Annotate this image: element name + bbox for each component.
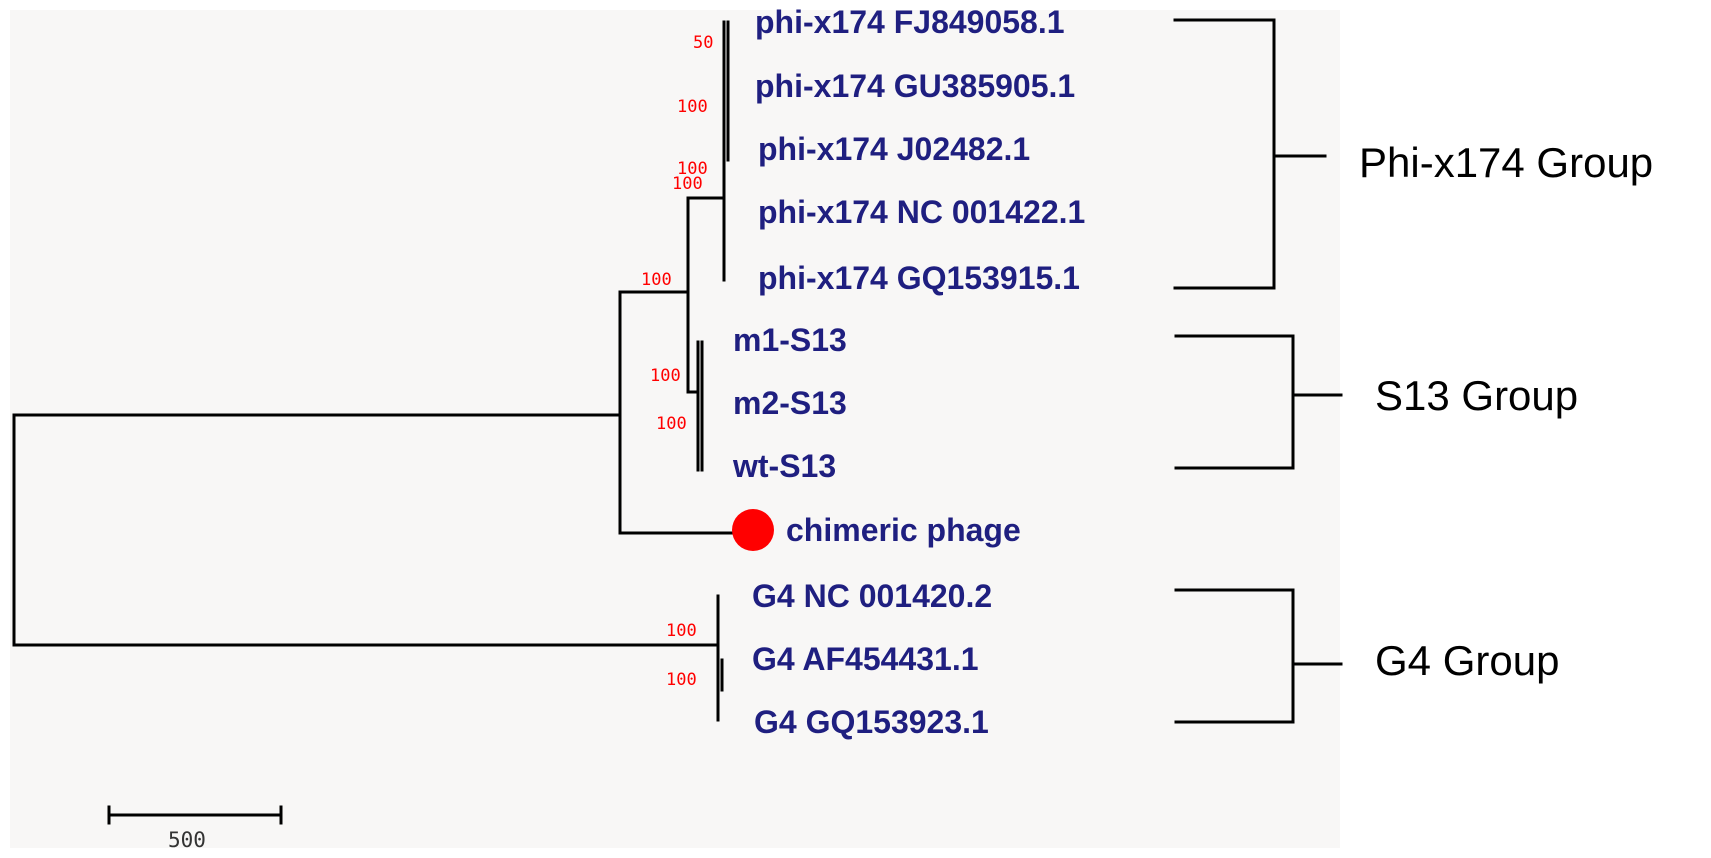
chimeric-phage-marker bbox=[732, 509, 774, 551]
group-bracket-phi-x174 bbox=[1173, 18, 1327, 290]
bootstrap-values: 50 100 100 100 100 100 100 100 100 bbox=[641, 33, 713, 690]
bootstrap-value: 100 bbox=[666, 670, 697, 690]
group-label: Phi-x174 Group bbox=[1359, 139, 1653, 186]
bootstrap-value: 100 bbox=[656, 414, 687, 434]
taxon-label: chimeric phage bbox=[786, 512, 1021, 548]
taxon-label: G4 NC 001420.2 bbox=[752, 578, 992, 614]
bootstrap-value: 100 bbox=[666, 621, 697, 641]
group-brackets bbox=[1173, 18, 1343, 724]
tree-branches bbox=[12, 20, 737, 722]
taxon-label: phi-x174 FJ849058.1 bbox=[755, 4, 1065, 40]
group-bracket-s13 bbox=[1174, 334, 1343, 470]
bootstrap-value: 100 bbox=[672, 174, 703, 194]
tree-panel bbox=[10, 10, 1340, 848]
taxon-label: m1-S13 bbox=[733, 322, 847, 358]
group-label: S13 Group bbox=[1375, 372, 1578, 419]
taxon-label: G4 AF454431.1 bbox=[752, 641, 979, 677]
taxon-label: G4 GQ153923.1 bbox=[754, 704, 989, 740]
taxon-label: phi-x174 J02482.1 bbox=[758, 131, 1030, 167]
bootstrap-value: 100 bbox=[677, 159, 708, 179]
scale-bar-line bbox=[107, 805, 283, 825]
bootstrap-value: 100 bbox=[641, 270, 672, 290]
bootstrap-value: 50 bbox=[693, 33, 713, 53]
scale-bar-label: 500 bbox=[168, 828, 206, 852]
bootstrap-value: 100 bbox=[650, 366, 681, 386]
scale-bar: 500 bbox=[107, 805, 283, 852]
group-bracket-g4 bbox=[1174, 588, 1343, 724]
group-label-panel bbox=[1340, 10, 1701, 848]
taxon-label: phi-x174 GU385905.1 bbox=[755, 68, 1075, 104]
taxon-label: phi-x174 NC 001422.1 bbox=[758, 194, 1085, 230]
bootstrap-value: 100 bbox=[677, 97, 708, 117]
taxon-labels: phi-x174 FJ849058.1 phi-x174 GU385905.1 … bbox=[732, 4, 1085, 740]
taxon-label: wt-S13 bbox=[732, 448, 836, 484]
taxon-label: phi-x174 GQ153915.1 bbox=[758, 260, 1080, 296]
group-label: G4 Group bbox=[1375, 637, 1559, 684]
taxon-label: m2-S13 bbox=[733, 385, 847, 421]
group-labels: Phi-x174 Group S13 Group G4 Group bbox=[1359, 139, 1653, 684]
